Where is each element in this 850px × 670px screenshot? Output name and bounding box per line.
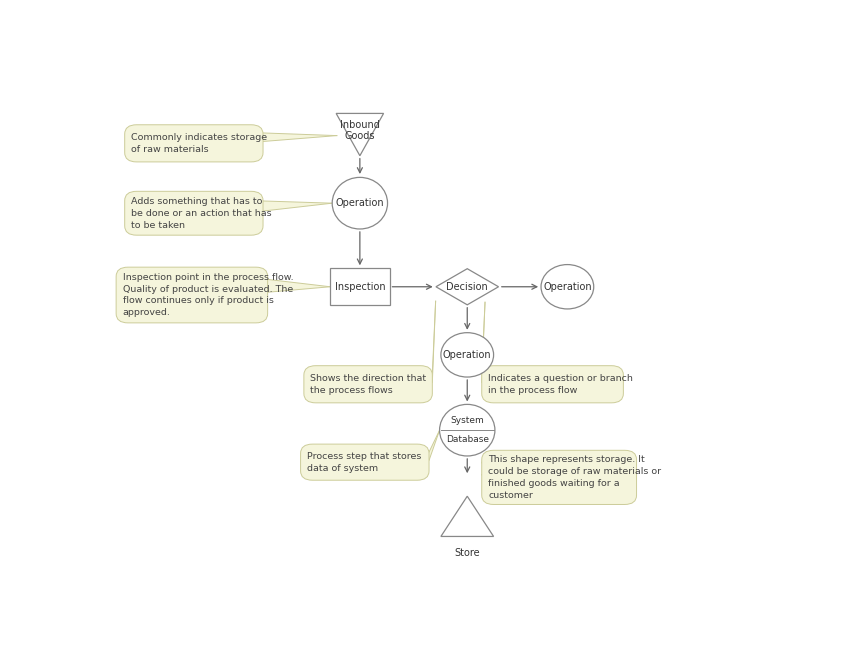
Text: Adds something that has to
be done or an action that has
to be taken: Adds something that has to be done or an…: [131, 197, 272, 230]
Polygon shape: [268, 279, 330, 292]
Text: Commonly indicates storage
of raw materials: Commonly indicates storage of raw materi…: [131, 133, 268, 153]
Polygon shape: [482, 302, 485, 383]
Ellipse shape: [441, 333, 494, 377]
FancyBboxPatch shape: [482, 450, 637, 505]
Polygon shape: [263, 201, 332, 211]
Text: Inbound
Goods: Inbound Goods: [340, 120, 380, 141]
Text: Indicates a question or branch
in the process flow: Indicates a question or branch in the pr…: [488, 374, 633, 395]
Text: System: System: [450, 416, 484, 425]
FancyBboxPatch shape: [482, 366, 623, 403]
Ellipse shape: [439, 405, 495, 456]
Ellipse shape: [541, 265, 593, 309]
Text: Decision: Decision: [446, 282, 488, 291]
Text: Inspection point in the process flow.
Quality of product is evaluated. The
flow : Inspection point in the process flow. Qu…: [122, 273, 293, 317]
Polygon shape: [429, 430, 439, 460]
Ellipse shape: [332, 178, 388, 229]
Polygon shape: [336, 113, 383, 155]
FancyBboxPatch shape: [116, 267, 268, 323]
Text: Operation: Operation: [443, 350, 491, 360]
FancyBboxPatch shape: [301, 444, 429, 480]
Text: This shape represents storage. It
could be storage of raw materials or
finished : This shape represents storage. It could …: [488, 455, 661, 500]
Polygon shape: [263, 133, 337, 141]
FancyBboxPatch shape: [125, 125, 263, 162]
Text: Database: Database: [445, 436, 489, 444]
Text: Operation: Operation: [543, 282, 592, 291]
Text: Inspection: Inspection: [335, 282, 385, 291]
FancyBboxPatch shape: [304, 366, 433, 403]
Text: Operation: Operation: [336, 198, 384, 208]
Text: Process step that stores
data of system: Process step that stores data of system: [307, 452, 422, 472]
Text: Store: Store: [455, 548, 480, 558]
Polygon shape: [441, 496, 494, 537]
FancyBboxPatch shape: [330, 268, 389, 306]
Polygon shape: [433, 302, 435, 383]
Text: Shows the direction that
the process flows: Shows the direction that the process flo…: [310, 374, 427, 395]
Polygon shape: [436, 269, 499, 305]
FancyBboxPatch shape: [125, 192, 263, 235]
Polygon shape: [482, 462, 495, 496]
